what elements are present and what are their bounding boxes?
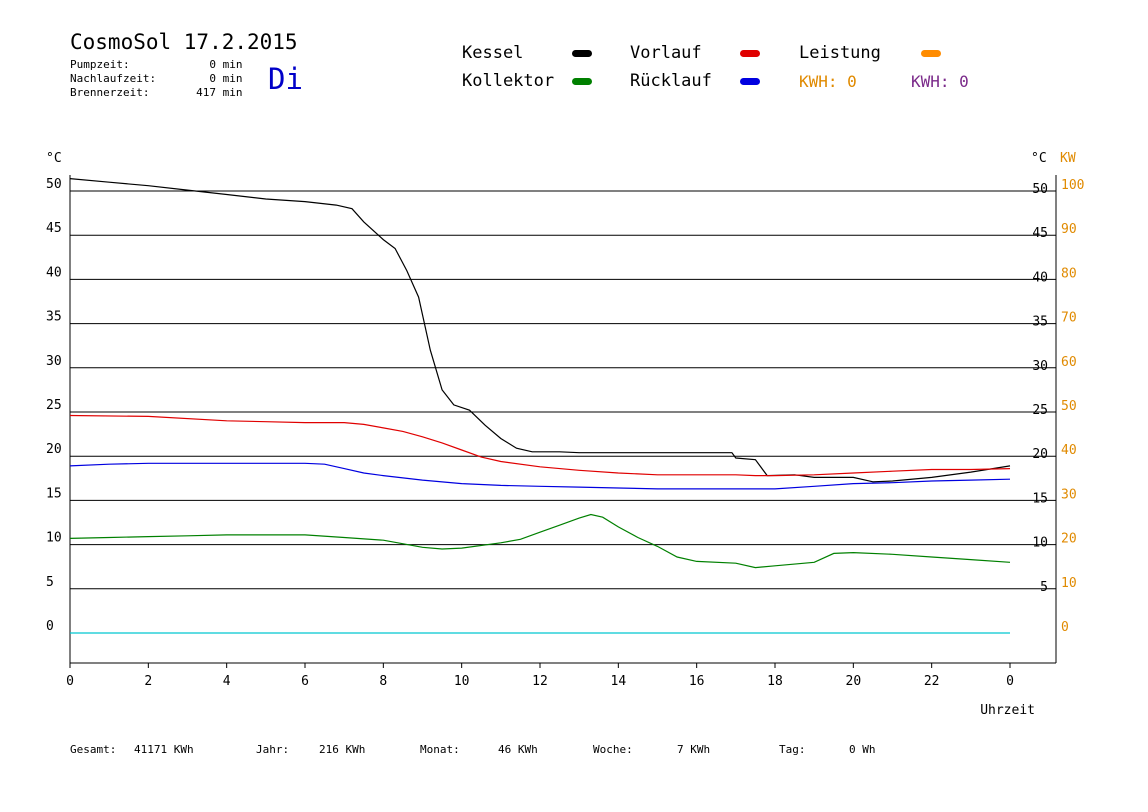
y2-tick-label: 20 [1061,532,1077,547]
x-tick-label: 0 [66,674,74,689]
y-right-tick-label: 10 [1032,536,1048,551]
burner-time-label: Brennerzeit: [70,86,150,99]
y-right-tick-label: 35 [1032,315,1048,330]
y-tick-label: 30 [46,354,62,369]
pump-time-row: Pumpzeit: 0 min [70,58,243,71]
y2-tick-label: 100 [1061,178,1084,193]
burner-time-row: Brennerzeit: 417 min [70,86,243,99]
y2-tick-label: 80 [1061,266,1077,281]
y2-tick-label: 40 [1061,443,1077,458]
footer-month-value: 46 KWh [498,743,538,756]
legend-leistung-swatch [921,50,941,57]
legend-ruecklauf-label: Rücklauf [630,71,712,91]
y2-tick-label: 50 [1061,399,1077,414]
y-tick-label: 45 [46,221,62,236]
y2-tick-label: 60 [1061,355,1077,370]
series-rcklauf-line [69,462,1011,490]
x-tick-label: 4 [223,674,231,689]
y-right-tick-label: 15 [1032,491,1048,506]
y-tick-label: 20 [46,442,62,457]
y-tick-label: 50 [46,177,62,192]
x-tick-label: 18 [767,674,783,689]
kwh-counter-orange: KWH: 0 [799,72,857,91]
followup-time-unit: min [222,72,243,85]
y2-tick-label: 0 [1061,620,1069,635]
pump-time-value: 0 [209,58,216,71]
y-right-tick-label: 25 [1032,403,1048,418]
footer-total-value: 41171 KWh [134,743,194,756]
series-vorlauf-line [69,414,1011,477]
page-title: CosmoSol 17.2.2015 [70,30,298,54]
x-tick-label: 20 [846,674,862,689]
y-tick-label: 35 [46,310,62,325]
legend-vorlauf-label: Vorlauf [630,43,702,63]
followup-time-row: Nachlaufzeit: 0 min [70,72,243,85]
x-tick-label: 6 [301,674,309,689]
legend-leistung-label: Leistung [799,43,881,63]
pump-time-label: Pumpzeit: [70,58,130,71]
y-right-tick-label: 20 [1032,447,1048,462]
legend-vorlauf-swatch [740,50,760,57]
y-tick-label: 25 [46,398,62,413]
y-right-tick-label: 30 [1032,359,1048,374]
y-tick-label: 5 [46,575,54,590]
followup-time-label: Nachlaufzeit: [70,72,157,85]
y-tick-label: 15 [46,486,62,501]
y2-tick-label: 70 [1061,311,1077,326]
kwh-counter-purple: KWH: 0 [911,72,969,91]
y2-unit-label: KW [1060,151,1076,166]
legend-kessel-swatch [572,50,592,57]
series-kollektor-line [69,513,1011,569]
burner-time-value: 417 [196,86,216,99]
weekday-label: Di [268,62,303,96]
x-tick-label: 12 [532,674,548,689]
followup-time-value: 0 [209,72,216,85]
footer-week-label: Woche: [593,743,633,756]
footer-year-label: Jahr: [256,743,290,756]
x-tick-label: 10 [454,674,470,689]
y-tick-label: 10 [46,531,62,546]
y-right-tick-label: 40 [1032,270,1048,285]
series-kessel-line [69,178,1011,483]
legend-ruecklauf-swatch [740,78,760,85]
burner-time-unit: min [222,86,243,99]
x-axis-label: Uhrzeit [980,703,1035,718]
legend-kessel-label: Kessel [462,43,524,63]
x-tick-label: 22 [924,674,940,689]
legend-kollektor-swatch [572,78,592,85]
y-right-tick-label: 45 [1032,226,1048,241]
footer-total-label: Gesamt: [70,743,117,756]
pump-time-unit: min [222,58,243,71]
x-tick-label: 14 [611,674,627,689]
y-right-tick-label: 5 [1040,580,1048,595]
footer-day-label: Tag: [779,743,806,756]
y2-tick-label: 10 [1061,576,1077,591]
x-tick-label: 0 [1006,674,1014,689]
y-tick-label: 40 [46,265,62,280]
footer-week-value: 7 KWh [677,743,711,756]
y-right-unit-label: °C [1031,151,1047,166]
legend-kollektor-label: Kollektor [462,71,555,91]
footer-day-value: 0 Wh [849,743,876,756]
footer-month-label: Monat: [420,743,460,756]
y2-tick-label: 30 [1061,487,1077,502]
x-tick-label: 16 [689,674,705,689]
y-unit-label: °C [46,151,62,166]
y-right-tick-label: 50 [1032,182,1048,197]
y-tick-label: 0 [46,619,54,634]
footer-year-value: 216 KWh [319,743,366,756]
x-tick-label: 2 [144,674,152,689]
x-tick-label: 8 [379,674,387,689]
y2-tick-label: 90 [1061,222,1077,237]
